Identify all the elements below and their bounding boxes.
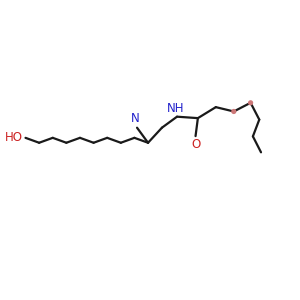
Circle shape (231, 109, 236, 114)
Circle shape (248, 100, 253, 105)
Text: HO: HO (5, 131, 23, 144)
Text: NH: NH (167, 102, 184, 115)
Text: O: O (191, 138, 200, 152)
Text: N: N (131, 112, 140, 125)
